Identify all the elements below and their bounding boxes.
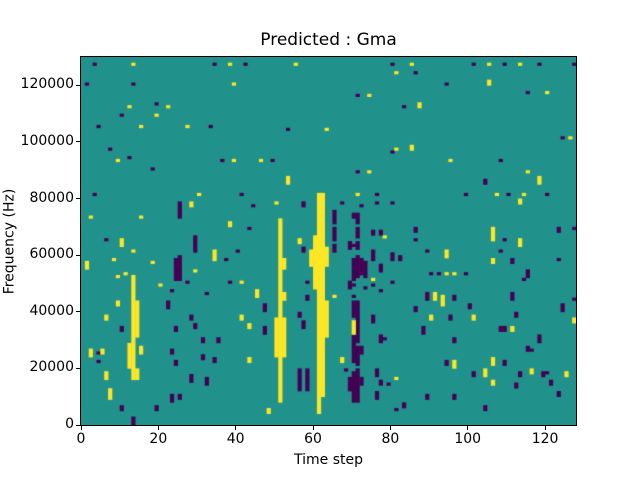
y-tick-label: 120000 [20,76,74,93]
y-tick-label: 0 [65,416,74,432]
y-tick-label: 60000 [29,246,74,263]
y-tick-mark [76,141,80,143]
x-tick-mark [389,426,391,430]
y-tick-label: 20000 [29,359,74,376]
y-tick-mark [76,254,80,256]
x-axis-label: Time step [294,452,363,468]
heatmap-canvas [81,57,576,425]
x-tick-mark [80,426,82,430]
x-tick-mark [157,426,159,430]
x-tick-mark [312,426,314,430]
plot-area [80,56,577,426]
y-tick-label: 40000 [29,302,74,319]
y-tick-label: 80000 [29,189,74,206]
y-tick-mark [76,84,80,86]
y-tick-mark [76,424,80,426]
x-tick-mark [544,426,546,430]
x-tick-label: 0 [76,431,86,447]
chart-title: Predicted : Gma [260,30,397,50]
x-tick-label: 100 [454,431,482,447]
y-tick-mark [76,367,80,369]
y-tick-mark [76,311,80,313]
x-tick-mark [467,426,469,430]
x-tick-label: 80 [381,431,400,447]
y-tick-mark [76,198,80,200]
x-tick-label: 120 [531,431,559,447]
x-tick-label: 20 [149,431,168,447]
x-tick-label: 60 [304,431,322,447]
x-tick-mark [235,426,237,430]
y-axis-label: Frequency (Hz) [1,188,18,295]
y-tick-label: 100000 [20,132,74,149]
x-tick-label: 40 [226,431,245,447]
